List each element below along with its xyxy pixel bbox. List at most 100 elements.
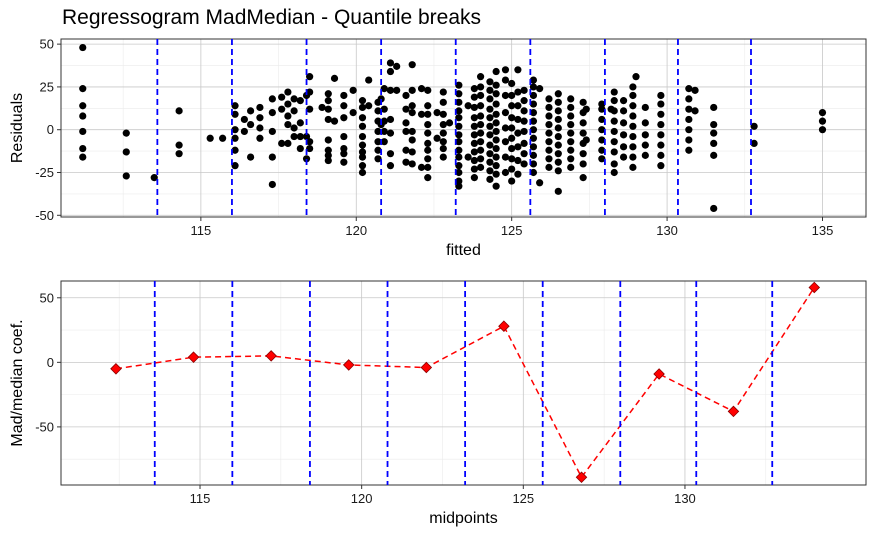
madmedian-x-tick-label: 115 [190, 491, 211, 506]
residuals-data-point [296, 97, 304, 105]
residuals-data-point [685, 85, 693, 93]
residuals-data-point [486, 131, 494, 139]
residuals-data-point [424, 139, 432, 148]
residuals-data-point [476, 155, 485, 163]
residuals-data-point [641, 119, 649, 127]
residuals-y-tick-label: -25 [35, 165, 54, 180]
residuals-y-tick-label: 0 [47, 122, 54, 137]
residuals-data-point [439, 98, 447, 106]
residuals-data-point [358, 97, 367, 105]
residuals-data-point [402, 146, 410, 154]
residuals-data-point [278, 93, 286, 101]
residuals-data-point [284, 120, 292, 129]
madmedian-panel-border [60, 280, 867, 486]
residuals-data-point [545, 112, 553, 120]
residuals-data-point [501, 108, 510, 117]
residuals-data-point [486, 78, 494, 86]
residuals-data-point [508, 114, 516, 122]
residuals-data-point [340, 102, 348, 110]
residuals-data-point [470, 148, 478, 156]
residuals-data-point [231, 126, 239, 134]
madmedian-data-marker [653, 368, 665, 380]
residuals-data-point [433, 134, 441, 142]
residuals-data-point [710, 204, 718, 213]
residuals-data-point [818, 126, 827, 134]
residuals-data-point [486, 150, 494, 158]
residuals-data-point [374, 155, 382, 163]
residuals-data-point [486, 86, 494, 94]
residuals-data-point [476, 138, 485, 146]
residuals-data-point [610, 107, 618, 115]
residuals-data-point [380, 127, 388, 136]
residuals-data-point [455, 122, 463, 130]
residuals-data-point [424, 129, 432, 137]
residuals-data-point [554, 158, 562, 166]
residuals-data-point [492, 81, 500, 89]
residuals-data-point [710, 120, 718, 129]
residuals-data-point [514, 66, 522, 74]
residuals-data-point [610, 138, 618, 146]
residuals-data-point [492, 170, 500, 178]
residuals-data-point [408, 86, 416, 94]
madmedian-data-marker [342, 359, 355, 371]
residuals-data-point [501, 124, 510, 132]
residuals-data-point [439, 88, 447, 96]
residuals-data-point [455, 153, 463, 161]
residuals-data-point [818, 117, 827, 125]
residuals-data-point [296, 119, 304, 127]
residuals-data-point [358, 168, 367, 177]
residuals-data-point [619, 131, 628, 139]
residuals-data-point [470, 156, 478, 165]
residuals-data-point [610, 97, 618, 105]
residuals-data-point [79, 102, 87, 110]
residuals-data-point [657, 141, 665, 149]
residuals-data-point [818, 108, 827, 117]
residuals-data-point [408, 127, 416, 136]
residuals-data-point [476, 163, 485, 171]
residuals-data-point [306, 73, 314, 81]
residuals-data-point [464, 102, 472, 110]
residuals-data-point [545, 129, 553, 137]
residuals-data-point [324, 115, 332, 124]
residuals-data-point [579, 160, 587, 168]
residuals-x-tick-label: 120 [345, 223, 367, 238]
residuals-data-point [579, 174, 587, 182]
madmedian-data-marker [575, 471, 588, 484]
residuals-data-point [455, 98, 463, 106]
residuals-data-point [567, 120, 575, 129]
residuals-data-point [492, 144, 500, 153]
residuals-data-point [579, 129, 587, 137]
residuals-data-point [324, 105, 332, 113]
residuals-data-point [290, 95, 298, 103]
residuals-data-point [619, 107, 628, 115]
madmedian-y-tick-label: 0 [47, 355, 54, 370]
residuals-data-point [268, 95, 276, 103]
residuals-data-point [358, 153, 367, 161]
residuals-data-point [598, 100, 606, 108]
residuals-data-point [554, 90, 562, 98]
residuals-data-point [657, 162, 665, 170]
residuals-data-point [598, 146, 606, 154]
residuals-data-point [358, 103, 367, 112]
residuals-data-point [417, 85, 426, 93]
residuals-y-tick-label: -50 [35, 208, 54, 223]
residuals-data-point [492, 182, 500, 190]
residuals-data-point [501, 66, 510, 74]
residuals-data-point [486, 158, 494, 166]
residuals-data-point [470, 139, 478, 148]
residuals-data-point [386, 115, 395, 124]
residuals-data-point [79, 85, 87, 93]
residuals-data-point [455, 162, 463, 170]
residuals-data-point [386, 162, 395, 170]
residuals-data-point [358, 141, 367, 149]
residuals-data-point [380, 105, 388, 113]
residuals-data-point [629, 112, 637, 120]
residuals-data-point [402, 105, 410, 113]
residuals-data-point [476, 102, 485, 110]
madmedian-x-tick-label: 125 [512, 491, 534, 506]
residuals-data-point [554, 141, 562, 149]
residuals-data-point [380, 138, 388, 146]
residuals-data-point [340, 132, 348, 141]
residuals-data-point [750, 139, 758, 148]
residuals-data-point [536, 179, 544, 187]
